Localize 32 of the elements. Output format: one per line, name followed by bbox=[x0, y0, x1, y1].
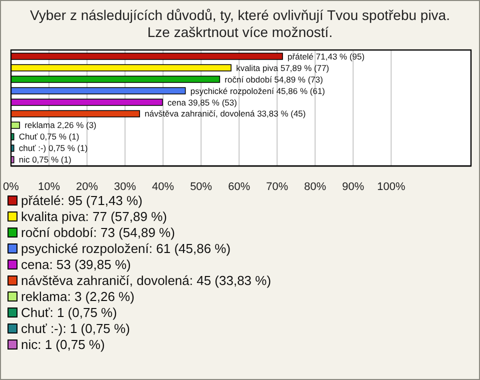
data-label: cena 39,85 % (53) bbox=[167, 97, 238, 108]
x-tick-label: 70% bbox=[266, 181, 288, 193]
x-tick-label: 40% bbox=[152, 181, 174, 193]
legend-label: cena: 53 (39,85 %) bbox=[21, 257, 131, 272]
legend-label: Chuť: 1 (0,75 %) bbox=[21, 305, 117, 320]
data-label: reklama 2,26 % (3) bbox=[24, 120, 97, 130]
legend-label: psychické rozpoložení: 61 (45,86 %) bbox=[21, 241, 231, 256]
x-tick-label: 80% bbox=[304, 181, 326, 193]
data-label: přátelé 71,43 % (95) bbox=[288, 51, 365, 62]
data-label: roční období 54,89 % (73) bbox=[224, 74, 324, 84]
data-label: návštěva zahraničí, dovolená 33,83 % (45) bbox=[144, 108, 306, 119]
x-tick-label: 10% bbox=[38, 181, 60, 193]
legend-label: reklama: 3 (2,26 %) bbox=[21, 289, 134, 304]
x-tick-label: 100% bbox=[377, 181, 406, 193]
data-label: nic 0,75 % (1) bbox=[18, 154, 72, 165]
legend-label: chuť :-): 1 (0,75 %) bbox=[21, 321, 130, 336]
x-tick-label: 60% bbox=[228, 181, 250, 193]
legend-label: nic: 1 (0,75 %) bbox=[21, 337, 105, 352]
legend-label: návštěva zahraničí, dovolená: 45 (33,83 %) bbox=[21, 273, 272, 288]
data-label: kvalita piva 57,89 % (77) bbox=[236, 62, 330, 73]
legend-label: kvalita piva: 77 (57,89 %) bbox=[21, 209, 167, 224]
x-tick-label: 30% bbox=[114, 181, 136, 193]
x-tick-label: 50% bbox=[190, 181, 212, 193]
x-tick-label: 90% bbox=[342, 181, 364, 193]
x-tick-label: 20% bbox=[76, 181, 98, 193]
x-tick-label: 0% bbox=[3, 181, 20, 193]
data-label: chuť :-) 0,75 % (1) bbox=[18, 143, 88, 154]
legend-label: přátelé: 95 (71,43 %) bbox=[21, 193, 142, 208]
legend-label: roční období: 73 (54,89 %) bbox=[21, 225, 175, 240]
chart-title: Vyber z následujících důvodů, ty, které ovlivňují Tvou spotřebu piva. Lze zaškrtnout více možností. bbox=[30, 7, 450, 40]
data-label: Chuť 0,75 % (1) bbox=[18, 132, 80, 142]
data-label: psychické rozpoložení 45,86 % (61) bbox=[190, 86, 326, 96]
